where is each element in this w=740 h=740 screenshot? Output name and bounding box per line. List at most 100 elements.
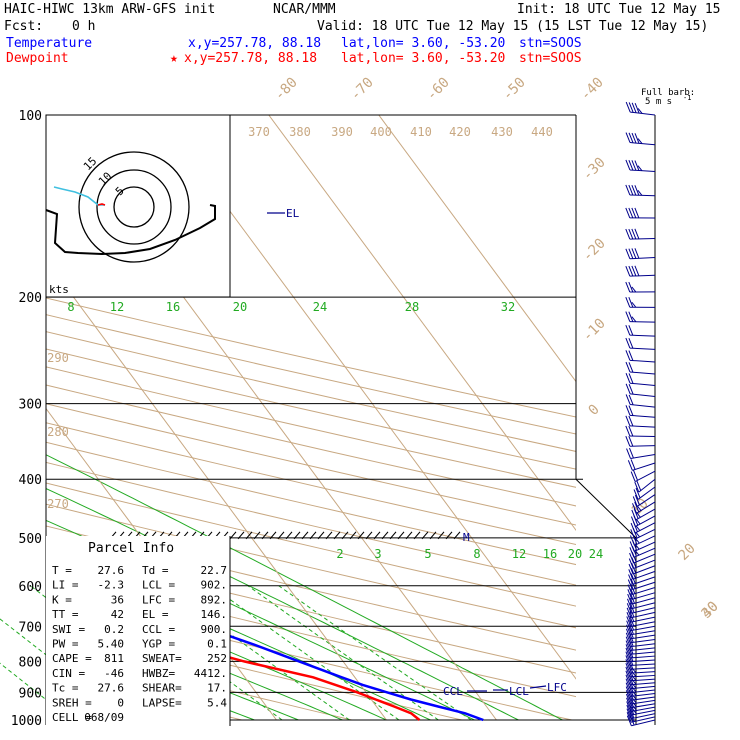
wind-barb: [625, 132, 656, 146]
lfc-tick: [529, 685, 547, 689]
wind-barb: [625, 361, 656, 375]
barb-key-exponent: -1: [683, 94, 691, 102]
barb-flag: [625, 248, 631, 259]
dry-adiabat-360: [46, 482, 576, 607]
wind-barb: [625, 383, 656, 398]
theta-label-420: 420: [449, 125, 471, 139]
dry-adiabat-460: [46, 297, 576, 418]
barb-staff: [632, 565, 656, 575]
forecast-label: Fcst:: [4, 19, 43, 34]
barb-flag: [625, 670, 631, 681]
barb-staff: [629, 414, 656, 418]
hatch-mark: [261, 531, 269, 540]
barb-staff: [632, 581, 656, 591]
barb-flag: [625, 436, 631, 447]
parcel-label: CCL =: [142, 623, 175, 636]
barb-flag: [625, 350, 631, 361]
theta-label-290: 290: [47, 351, 69, 365]
barb-staff: [629, 371, 656, 375]
dewpoint-latlon: lat,lon= 3.60, -53.20: [341, 51, 505, 66]
wind-barb: [625, 311, 656, 323]
barb-flag: [625, 373, 631, 384]
barb-flag: [628, 311, 634, 322]
theta-e-label-16: 16: [166, 300, 180, 314]
barb-key-units: 5 m s: [645, 97, 672, 107]
barb-flag: [628, 435, 634, 447]
wind-barb: [625, 159, 656, 173]
barb-flag: [629, 602, 635, 613]
barb-staff: [634, 470, 656, 483]
wind-barb: [626, 606, 656, 619]
isotherm-label--30: -30: [580, 155, 609, 184]
pressure-label-200: 200: [19, 291, 42, 306]
barb-flag: [629, 615, 635, 627]
barb-flag: [625, 636, 631, 647]
pressure-label-600: 600: [19, 580, 42, 595]
parcel-label: LAPSE=: [142, 696, 182, 709]
barb-staff: [630, 638, 656, 644]
barb-flag: [631, 207, 637, 219]
isotherm-label--10: -10: [580, 316, 609, 345]
parcel-value: 892.: [201, 593, 228, 606]
parcel-value: -46: [104, 667, 124, 680]
barb-flag: [631, 184, 637, 196]
parcel-value: 811: [104, 652, 124, 665]
pressure-label-1000: 1000: [11, 714, 42, 729]
wind-barb: [626, 447, 656, 460]
wind-barb: [626, 714, 656, 727]
wind-barb: [625, 297, 656, 308]
parcel-label: PW =: [52, 638, 79, 651]
hatch-mark: [325, 531, 333, 540]
barb-flag: [625, 383, 631, 395]
barb-staff: [630, 703, 656, 709]
barb-key-label: Full barb:: [641, 88, 695, 98]
barb-flag: [628, 373, 634, 384]
theta-labels: 370 380 390 400 410 420 430 440 290 280 270: [47, 125, 553, 511]
dry-adiabat-450: [46, 314, 576, 435]
barb-flag: [628, 184, 634, 196]
theta-label-440: 440: [531, 125, 553, 139]
isotherm-40: [158, 115, 576, 680]
pressure-label-900: 900: [19, 686, 42, 701]
barb-flag: [630, 459, 636, 470]
profiles: [46, 565, 484, 722]
barb-staff: [636, 494, 656, 507]
barb-staff: [629, 659, 656, 663]
isotherm-60: [378, 115, 576, 383]
barb-flag: [625, 678, 631, 689]
barb-flag: [628, 394, 634, 405]
theta-label-370: 370: [248, 125, 270, 139]
barb-staff: [629, 274, 656, 277]
isotherm-label--40: -40: [578, 75, 607, 104]
barb-staff: [629, 663, 656, 666]
dewpoint-marker-icon: ★: [170, 51, 178, 66]
hodograph-ring-5: [113, 186, 155, 228]
hatch-mark: [229, 531, 237, 540]
hatch-mark: [437, 531, 445, 540]
barb-flag: [630, 593, 635, 604]
hatch-mark: [453, 531, 461, 540]
hatch-mark: [333, 531, 341, 540]
hatch-mark: [269, 531, 277, 540]
barb-staff: [631, 602, 656, 610]
barb-staff: [631, 587, 656, 595]
barb-staff: [629, 678, 656, 682]
barb-staff: [637, 486, 656, 500]
mixing-ratio-label-12: 12: [512, 547, 526, 561]
barb-staff: [630, 634, 656, 640]
temperature-latlon: lat,lon= 3.60, -53.20: [341, 36, 505, 51]
parcel-value: 17.: [207, 682, 227, 695]
parcel-label: LFC =: [142, 593, 175, 606]
level-markers: EL M CCL LCL LFC: [267, 207, 567, 698]
hodograph-trace-red: [97, 203, 106, 206]
barb-flag: [625, 361, 631, 373]
barb-staff: [631, 597, 656, 605]
dewpoint-legend: Dewpoint: [6, 51, 69, 66]
parcel-label: K =: [52, 593, 72, 606]
barb-flag: [625, 405, 631, 416]
hatch-mark: [421, 531, 429, 540]
barb-flag: [628, 574, 634, 585]
barb-flag: [634, 102, 640, 114]
barb-flag: [633, 489, 639, 500]
